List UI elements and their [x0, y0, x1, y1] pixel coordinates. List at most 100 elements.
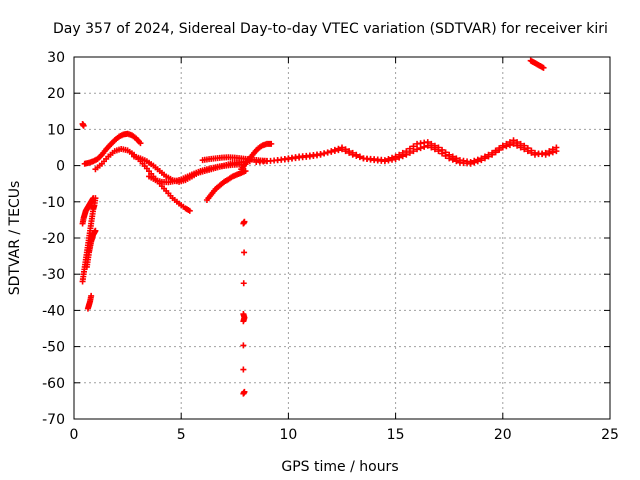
- series-rise-a: [203, 168, 249, 203]
- y-tick-label: -40: [42, 303, 65, 319]
- data-point: [339, 146, 345, 153]
- data-point: [92, 227, 99, 234]
- y-axis: -70 -60 -50 -40 -30 -20 -10 0 10 20 30: [42, 50, 610, 428]
- data-point: [346, 149, 353, 156]
- data-point: [499, 142, 506, 149]
- x-tick-label: 10: [279, 427, 297, 443]
- data-point: [481, 153, 488, 160]
- data-point: [524, 145, 531, 152]
- data-point: [137, 140, 144, 147]
- data-point: [431, 142, 438, 149]
- data-point: [542, 151, 549, 158]
- data-point: [428, 140, 435, 147]
- data-point: [471, 157, 478, 164]
- y-tick-label: 10: [47, 122, 65, 138]
- data-point: [485, 151, 492, 158]
- data-point: [467, 158, 474, 165]
- series-descent-c: [83, 227, 99, 270]
- data-point: [396, 151, 403, 158]
- data-point: [240, 318, 247, 325]
- data-point: [540, 64, 547, 71]
- data-point: [553, 148, 560, 155]
- data-point: [414, 146, 421, 153]
- data-point: [410, 143, 417, 150]
- data-point: [549, 149, 556, 156]
- data-point: [385, 155, 392, 162]
- data-point: [349, 151, 356, 158]
- data-point: [241, 388, 248, 395]
- data-point: [439, 146, 446, 153]
- data-point: [242, 168, 249, 175]
- data-point: [331, 147, 338, 154]
- y-tick-label: 0: [56, 159, 65, 175]
- series-high-group: [527, 57, 547, 71]
- data-point: [381, 157, 388, 164]
- y-tick-label: -10: [42, 195, 65, 211]
- data-point: [240, 366, 247, 373]
- y-tick-label: -50: [42, 340, 65, 356]
- data-point: [521, 142, 528, 149]
- data-point: [474, 156, 481, 163]
- data-point: [389, 154, 396, 161]
- data-point: [328, 148, 335, 155]
- data-point: [268, 140, 275, 147]
- series-low-group: [84, 292, 95, 312]
- data-point: [342, 148, 349, 155]
- data-point: [240, 280, 247, 287]
- y-tick-label: -30: [42, 267, 65, 283]
- series-descent-b: [79, 195, 97, 227]
- x-axis-label: GPS time / hours: [281, 459, 398, 475]
- data-point: [446, 151, 453, 158]
- data-point: [514, 139, 521, 146]
- data-point: [510, 137, 517, 144]
- data-point: [435, 144, 442, 151]
- data-point: [80, 122, 87, 129]
- x-tick-label: 25: [601, 427, 619, 443]
- data-point: [186, 207, 193, 214]
- data-point: [392, 153, 399, 160]
- series-early-positive: [79, 120, 87, 129]
- data-point: [492, 147, 499, 154]
- data-point: [403, 148, 410, 155]
- data-point: [449, 153, 456, 160]
- x-tick-label: 0: [70, 427, 79, 443]
- data-point: [353, 152, 360, 159]
- data-point: [241, 249, 248, 256]
- y-axis-label: SDTVAR / TECUs: [7, 181, 23, 296]
- x-tick-label: 20: [494, 427, 512, 443]
- y-tick-label: -70: [42, 412, 65, 428]
- data-point: [241, 218, 248, 225]
- series-arc-a: [81, 130, 144, 167]
- data-points: [79, 57, 560, 397]
- data-point: [240, 342, 247, 349]
- y-tick-label: 20: [47, 86, 65, 102]
- x-tick-label: 15: [387, 427, 405, 443]
- data-point: [496, 145, 503, 152]
- y-tick-label: -60: [42, 376, 65, 392]
- data-point: [90, 195, 97, 202]
- data-point: [506, 139, 513, 146]
- series-rise-b: [238, 140, 275, 173]
- data-point: [406, 145, 413, 152]
- data-point: [442, 149, 449, 156]
- y-tick-label: 30: [47, 50, 65, 66]
- data-point: [399, 149, 406, 156]
- grid: [74, 57, 610, 419]
- chart-title: Day 357 of 2024, Sidereal Day-to-day VTE…: [53, 21, 608, 37]
- data-point: [528, 147, 535, 154]
- series-outliers-8h: [240, 218, 248, 397]
- series-secondary-trace: [274, 137, 560, 165]
- data-point: [335, 147, 342, 154]
- data-point: [517, 140, 524, 147]
- data-point: [356, 154, 363, 161]
- data-point: [88, 292, 95, 299]
- x-tick-label: 5: [177, 427, 186, 443]
- data-point: [453, 155, 460, 162]
- x-axis: 0 5 10 15 20 25: [70, 57, 619, 443]
- data-point: [546, 150, 553, 157]
- data-point: [424, 139, 431, 146]
- y-tick-label: -20: [42, 231, 65, 247]
- data-point: [489, 149, 496, 156]
- data-point: [478, 155, 485, 162]
